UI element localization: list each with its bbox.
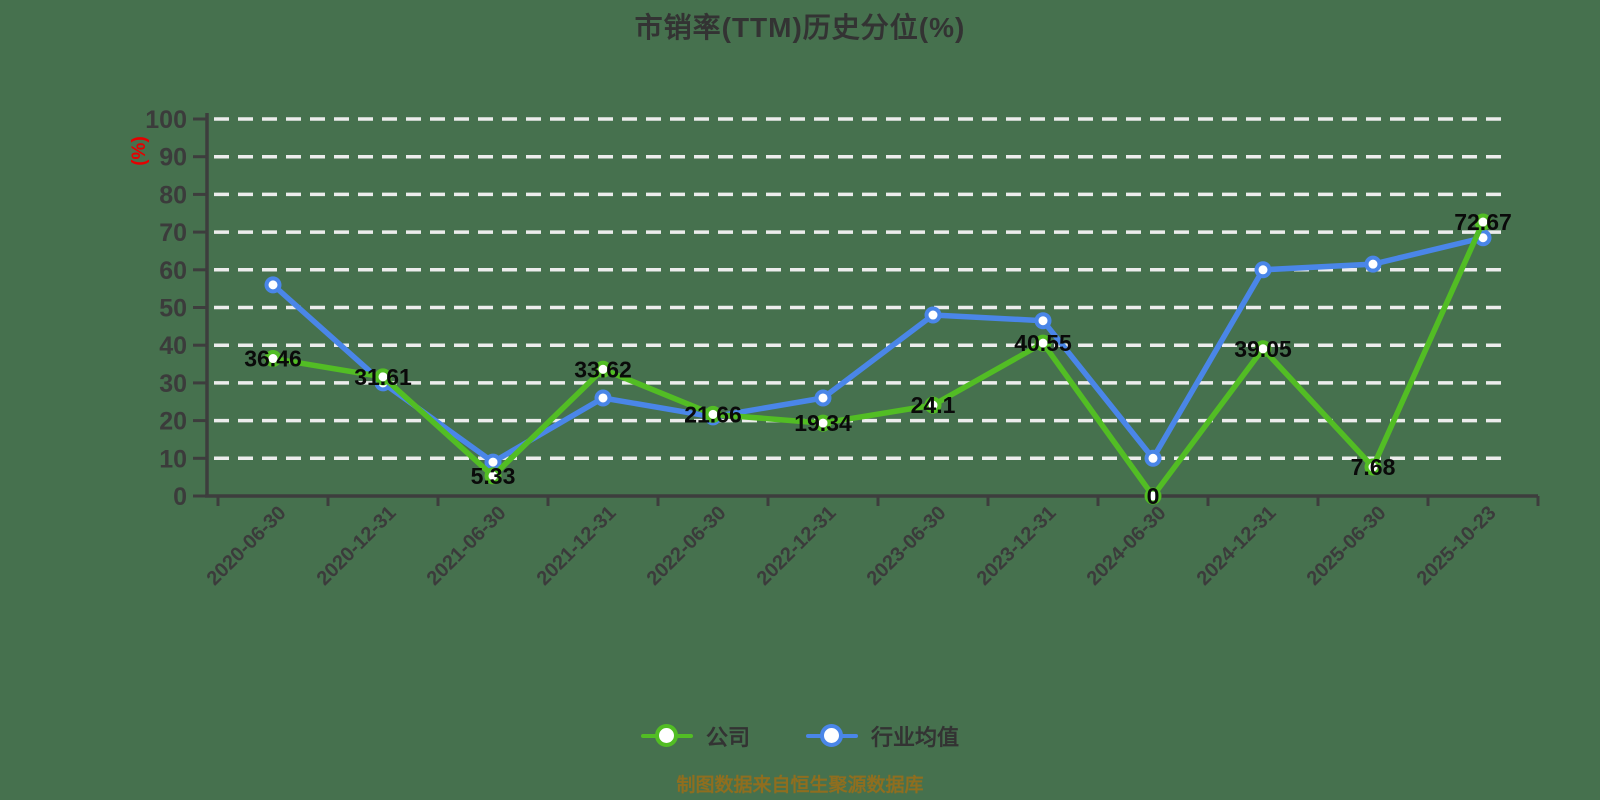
x-tick-label: 2020-06-30	[203, 502, 291, 590]
data-point-label: 19.34	[794, 410, 852, 436]
data-point-label: 40.55	[1014, 330, 1072, 356]
legend: 公司 行业均值	[0, 720, 1600, 752]
company-legend-dot	[654, 724, 678, 747]
data-point[interactable]	[924, 396, 942, 414]
data-point[interactable]	[594, 360, 612, 378]
data-point[interactable]	[1144, 449, 1162, 467]
x-tick-label: 2024-06-30	[1083, 502, 1171, 590]
x-tick-label: 2023-06-30	[863, 502, 951, 590]
data-point-label: 39.05	[1234, 336, 1292, 362]
data-point[interactable]	[1254, 340, 1272, 358]
y-tick-label: 50	[159, 295, 187, 323]
data-point[interactable]	[1034, 334, 1052, 352]
company-series-marker-icon	[640, 722, 693, 750]
y-tick-label: 10	[159, 445, 187, 473]
data-point[interactable]	[594, 389, 612, 407]
chart-title: 市销率(TTM)历史分位(%)	[634, 12, 966, 43]
data-point[interactable]	[1144, 487, 1162, 505]
legend-label-industry-average: 行业均值	[871, 725, 960, 750]
y-tick-label: 40	[159, 332, 187, 360]
data-point[interactable]	[814, 414, 832, 432]
y-tick-label: 20	[159, 408, 187, 436]
y-tick-label: 0	[173, 483, 187, 511]
data-point-label: 5.33	[471, 463, 516, 489]
data-point[interactable]	[1034, 312, 1052, 330]
data-point-label: 21.66	[684, 401, 742, 427]
data-point-label: 36.46	[244, 346, 302, 372]
y-tick-label: 60	[159, 257, 187, 285]
y-tick-label: 30	[159, 370, 187, 398]
y-tick-label: 80	[159, 181, 187, 209]
x-tick-label: 2022-06-30	[643, 502, 731, 590]
data-point[interactable]	[374, 368, 392, 386]
data-point-label: 31.61	[354, 364, 412, 390]
legend-item-company[interactable]: 公司	[640, 720, 750, 752]
x-tick-label: 2025-06-30	[1303, 502, 1391, 590]
industry-average-series-marker-icon	[806, 722, 858, 750]
x-tick-label: 2022-12-31	[753, 502, 841, 590]
legend-item-industry-average[interactable]: 行业均值	[806, 720, 959, 752]
series-line-company	[264, 213, 1492, 505]
x-tick-label: 2021-12-31	[533, 502, 621, 590]
data-point[interactable]	[1364, 255, 1382, 273]
data-point[interactable]	[264, 276, 282, 294]
data-point[interactable]	[924, 306, 942, 324]
data-point[interactable]	[1254, 261, 1272, 279]
data-point[interactable]	[1474, 213, 1492, 231]
data-source-note: 制图数据来自恒生聚源数据库	[676, 775, 924, 796]
series-line-industry-average	[264, 229, 1492, 471]
x-axis	[205, 494, 1540, 506]
legend-label-company: 公司	[705, 725, 750, 750]
y-tick-label: 100	[145, 106, 187, 134]
x-tick-label: 2025-10-23	[1413, 502, 1501, 590]
data-point[interactable]	[484, 467, 502, 485]
x-tick-label: 2024-12-31	[1193, 502, 1281, 590]
data-point-label: 0	[1147, 483, 1160, 509]
data-point-label: 24.1	[911, 392, 956, 418]
x-tick-label: 2023-12-31	[973, 502, 1061, 590]
industry-legend-dot	[820, 724, 843, 747]
y-tick-label: 90	[159, 144, 187, 172]
line-chart-plot: 0 10 20 30 40 50 60 70 80 90 100 2020-06-30 2020-12-…	[145, 106, 1540, 590]
data-point[interactable]	[264, 350, 282, 368]
data-point-label: 33.62	[574, 356, 632, 382]
x-tick-label: 2021-06-30	[423, 502, 511, 590]
y-tick-label: 70	[159, 219, 187, 247]
data-point[interactable]	[1364, 458, 1382, 476]
data-point-label: 72.67	[1454, 209, 1512, 235]
data-labels: 36.46 31.61 5.33 33.62 21.66 19.34 24.1 40.55 0 3…	[244, 209, 1512, 509]
y-axis: 0 10 20 30 40 50 60 70 80 90 100	[145, 106, 209, 511]
data-point-label: 7.68	[1351, 454, 1396, 480]
data-point[interactable]	[814, 389, 832, 407]
x-tick-labels: 2020-06-30 2020-12-31 2021-06-30 2021-12-31…	[203, 502, 1501, 590]
x-tick-label: 2020-12-31	[313, 502, 401, 590]
data-point[interactable]	[704, 405, 722, 423]
